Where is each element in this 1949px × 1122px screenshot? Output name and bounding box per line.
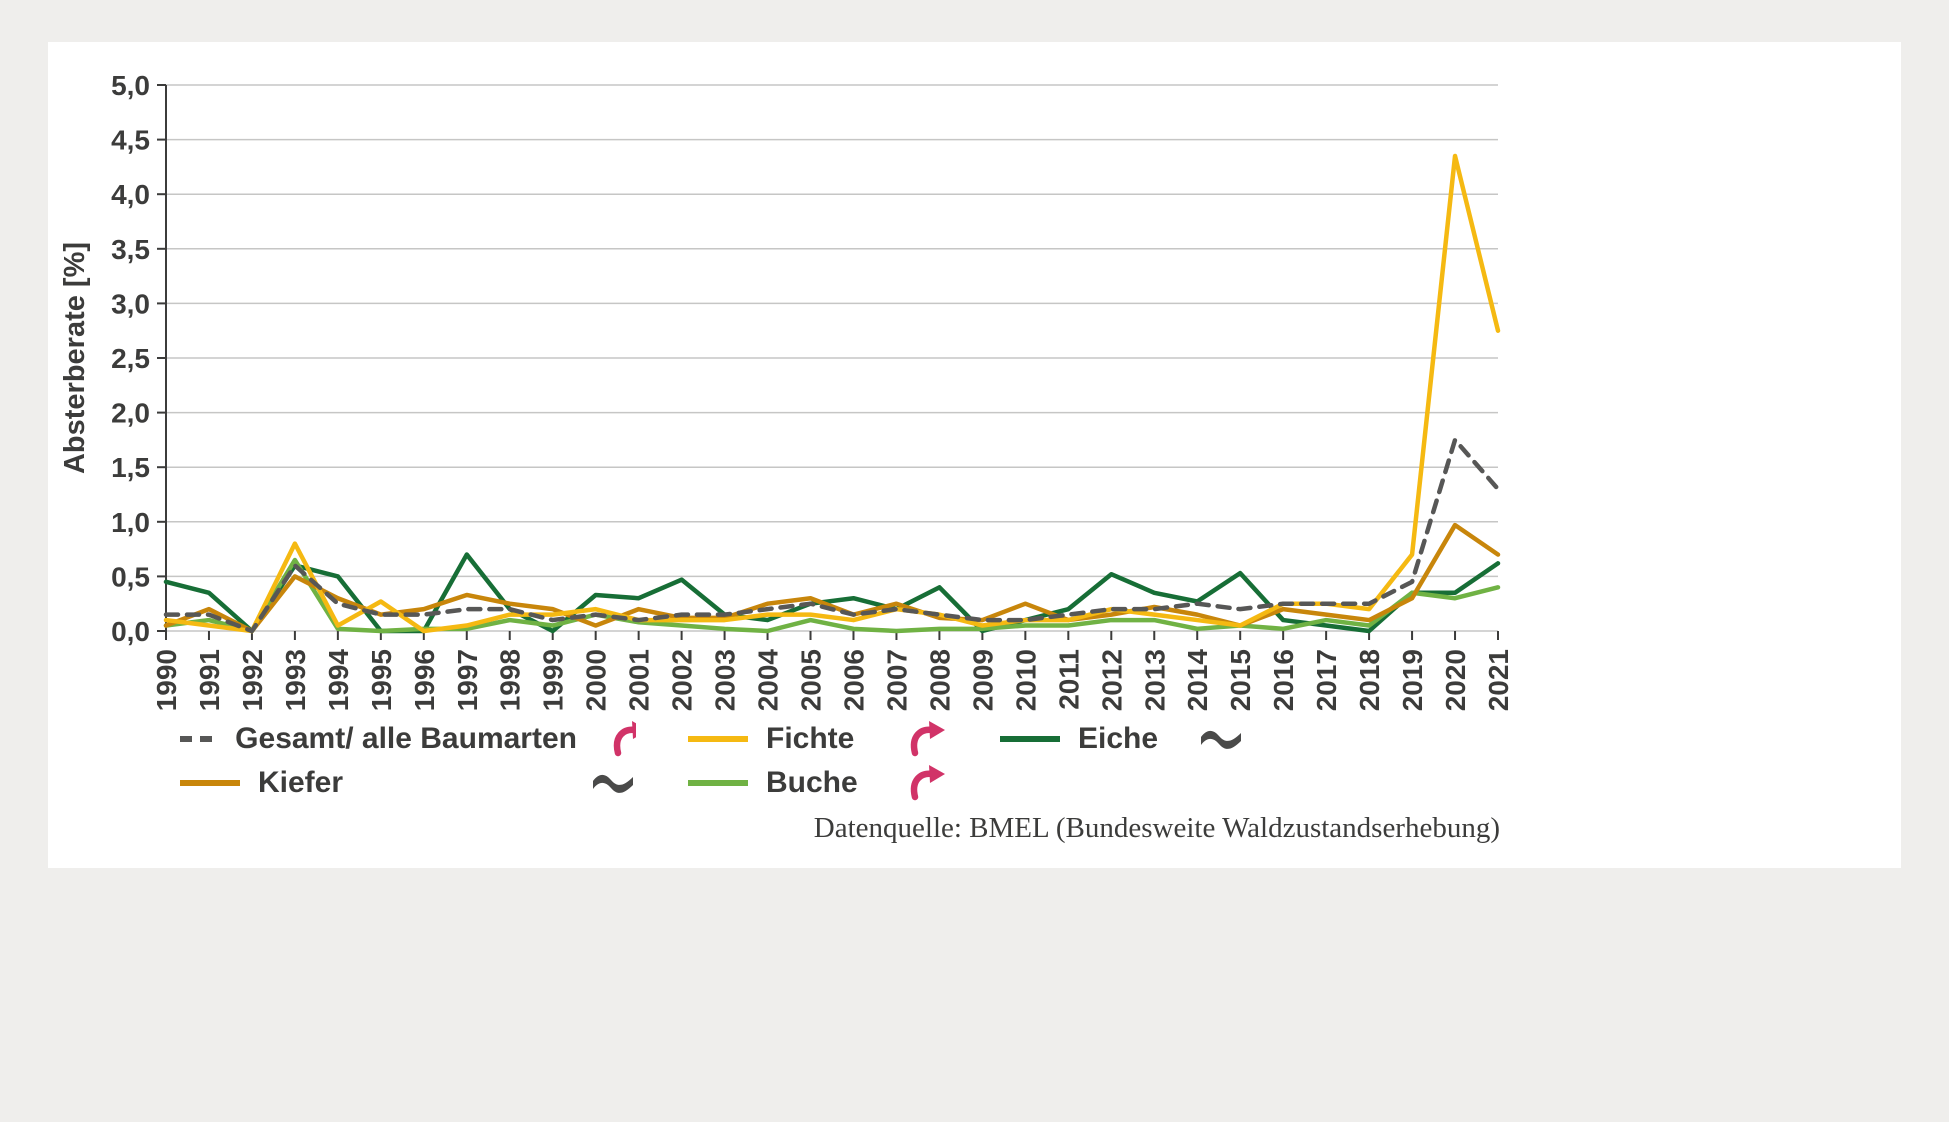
- legend-item-kiefer: Kiefer: [178, 762, 636, 804]
- x-tick-label: 2020: [1440, 649, 1471, 711]
- chart-svg: Absterberate [%] 0,0 0,5 1,0 1,5 2,0 2,5 3,0 3,…: [59, 70, 1514, 711]
- y-tick-label: 2,5: [111, 343, 150, 374]
- x-tick-label: 2010: [1010, 649, 1041, 711]
- x-tick-label: 2004: [753, 649, 784, 712]
- x-tick-label: 2001: [624, 649, 655, 711]
- y-tick-label: 2,0: [111, 398, 150, 429]
- y-axis-title: Absterberate [%]: [59, 242, 91, 474]
- x-tick-label: 1992: [237, 649, 268, 711]
- legend-item-buche: Buche: [686, 762, 948, 804]
- x-tick-label: 1998: [495, 649, 526, 711]
- legend-swatch-fichte: [688, 736, 748, 742]
- y-tick-label: 0,0: [111, 616, 150, 647]
- x-tick-label: 2011: [1053, 649, 1084, 710]
- series-line-gesamt: [163, 437, 1501, 634]
- x-tick-label: 2016: [1268, 649, 1299, 711]
- x-tick-label: 2018: [1354, 649, 1385, 711]
- trend-stable-icon: [593, 774, 633, 793]
- x-tick-label: 1990: [151, 649, 182, 711]
- y-tick-label: 0,5: [111, 561, 150, 592]
- legend-item-eiche: Eiche: [998, 718, 1244, 760]
- trend-up-icon: [613, 721, 636, 757]
- x-tick-label: 2002: [667, 649, 698, 711]
- x-tick-label: 1996: [409, 649, 440, 711]
- legend-label-buche: Buche: [766, 766, 858, 799]
- x-tick-label: 2005: [796, 649, 827, 711]
- x-tick-label: 2006: [838, 649, 869, 711]
- y-tick-label: 3,0: [111, 288, 150, 319]
- trend-up-icon: [910, 765, 945, 801]
- x-tick-label: 2015: [1225, 649, 1256, 711]
- x-tick-label: 2021: [1483, 649, 1514, 711]
- x-tick-label: 2013: [1139, 649, 1170, 711]
- y-tick-label: 1,5: [111, 452, 150, 483]
- y-tick-label: 4,5: [111, 125, 150, 156]
- x-tick-label: 2009: [967, 649, 998, 711]
- chart-card: Absterberate [%] 0,0 0,5 1,0 1,5 2,0 2,5 3,0 3,…: [48, 42, 1901, 868]
- y-tick-label: 5,0: [111, 70, 150, 101]
- x-tick-label: 2014: [1182, 649, 1213, 712]
- chart-legend: Gesamt/ alle Baumarten Fichte Eiche Kiefer B…: [178, 718, 1244, 804]
- y-tick-label: 3,5: [111, 234, 150, 265]
- x-tick-label: 1999: [538, 649, 569, 711]
- x-tick-label: 1995: [366, 649, 397, 711]
- data-source-note: Datenquelle: BMEL (Bundesweite Waldzusta…: [813, 812, 1500, 844]
- chart-plot: 0,0 0,5 1,0 1,5 2,0 2,5 3,0 3,5 4,0 4,5 5,0 1990 199…: [111, 70, 1514, 711]
- series-line-fichte: [163, 153, 1501, 634]
- x-tick-label: 1991: [194, 649, 225, 711]
- legend-swatch-gesamt: [180, 736, 220, 742]
- series-line-buche: [163, 557, 1501, 634]
- legend-label-eiche: Eiche: [1078, 722, 1159, 755]
- y-tick-label: 1,0: [111, 507, 150, 538]
- legend-label-gesamt: Gesamt/ alle Baumarten: [235, 722, 577, 755]
- x-tick-label: 2007: [881, 649, 912, 711]
- legend-label-kiefer: Kiefer: [258, 766, 344, 799]
- x-tick-label: 1994: [323, 649, 354, 712]
- trend-stable-icon: [1201, 730, 1241, 749]
- x-tick-label: 2000: [581, 649, 612, 711]
- x-tick-label: 2008: [924, 649, 955, 711]
- legend-swatch-eiche: [1000, 736, 1060, 742]
- legend-item-gesamt: Gesamt/ alle Baumarten: [178, 718, 636, 760]
- x-tick-label: 1997: [452, 649, 483, 711]
- x-tick-label: 2017: [1311, 649, 1342, 711]
- x-tick-label: 1993: [280, 649, 311, 711]
- legend-label-fichte: Fichte: [766, 722, 855, 755]
- x-tick-label: 2003: [710, 649, 741, 711]
- legend-item-fichte: Fichte: [686, 718, 948, 760]
- legend-swatch-buche: [688, 780, 748, 786]
- legend-swatch-kiefer: [180, 780, 240, 786]
- x-tick-label: 2012: [1096, 649, 1127, 711]
- x-tick-label: 2019: [1397, 649, 1428, 711]
- y-tick-label: 4,0: [111, 179, 150, 210]
- trend-up-icon: [910, 721, 945, 757]
